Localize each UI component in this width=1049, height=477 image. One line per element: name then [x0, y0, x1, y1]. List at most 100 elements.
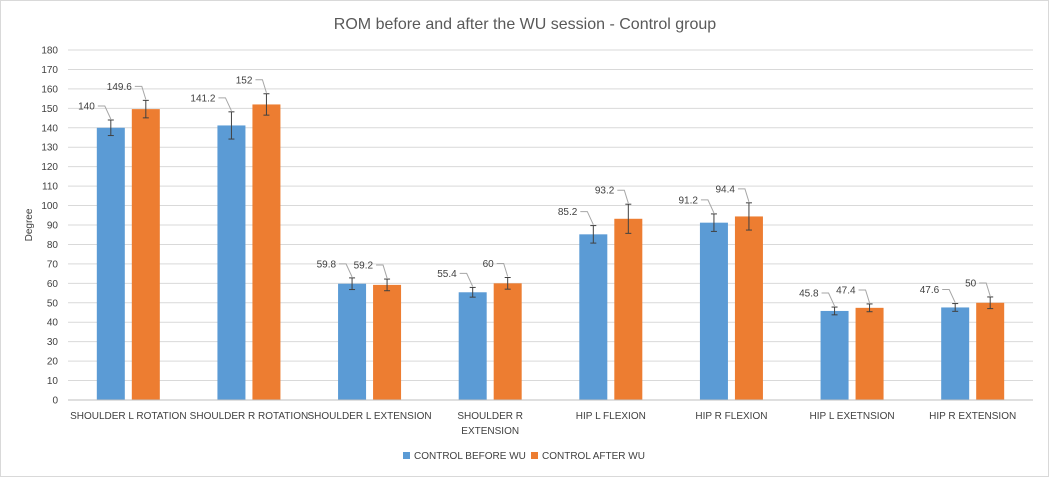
data-label: 47.4 [836, 285, 856, 296]
data-label: 55.4 [437, 269, 457, 280]
data-label-leader [858, 289, 871, 304]
data-label-leader [496, 263, 509, 277]
data-label-leader [339, 263, 353, 278]
data-label: 60 [483, 259, 495, 270]
error-bar [228, 111, 235, 140]
error-bar [469, 286, 476, 298]
category-label: SHOULDER L ROTATION [70, 411, 187, 422]
data-label: 50 [965, 278, 977, 289]
data-labels: 140 149.6 141.2 152 59.8 59.2 55.4 60 85.2 93.2 91… [78, 75, 991, 307]
error-bar [831, 306, 838, 316]
bar-after [976, 302, 1005, 400]
data-label: 85.2 [558, 207, 578, 218]
data-label-leader [97, 105, 112, 120]
category-label: HIP R FLEXION [695, 411, 767, 422]
bar-before [458, 292, 487, 400]
legend-swatch [531, 452, 538, 459]
error-bar [263, 93, 270, 116]
error-bar [625, 203, 632, 234]
x-axis-categories: SHOULDER L ROTATION SHOULDER R ROTATION SH… [70, 411, 1016, 437]
y-tick-label: 100 [41, 201, 58, 212]
data-label: 149.6 [107, 82, 132, 93]
data-label-leader [617, 189, 629, 204]
y-tick-label: 60 [47, 279, 59, 290]
legend: CONTROL BEFORE WU CONTROL AFTER WU [403, 451, 645, 462]
data-label-leader [580, 211, 594, 225]
data-label-leader [979, 282, 991, 297]
y-tick-label: 80 [47, 240, 59, 251]
bar-after [855, 307, 884, 400]
y-tick-label: 10 [47, 376, 59, 387]
y-tick-label: 30 [47, 337, 59, 348]
bar-before [217, 125, 246, 400]
error-bar [745, 202, 752, 231]
y-tick-label: 170 [41, 65, 58, 76]
data-label: 91.2 [678, 195, 698, 206]
chart-title: ROM before and after the WU session - Co… [334, 16, 716, 33]
bar-before [579, 234, 608, 400]
data-label-leader [376, 264, 388, 279]
bar-after [614, 218, 643, 400]
category-label: HIP L EXETNSION [810, 411, 895, 422]
y-tick-label: 90 [47, 221, 59, 232]
data-label: 93.2 [595, 186, 615, 197]
category-label: SHOULDER R ROTATION [190, 411, 309, 422]
bars [96, 104, 1005, 401]
y-tick-label: 120 [41, 162, 58, 173]
legend-label: CONTROL AFTER WU [542, 451, 645, 462]
bar-before [96, 127, 125, 401]
bar-after [252, 104, 281, 400]
bar-after [373, 284, 402, 400]
y-tick-label: 50 [47, 298, 59, 309]
y-tick-label: 180 [41, 46, 58, 57]
error-bars [107, 93, 994, 316]
error-bar [710, 213, 717, 232]
y-axis-ticks: 0 10 20 30 40 50 60 70 80 90 100 110 120 130 140 150 160… [41, 46, 58, 407]
data-label-leader [700, 199, 715, 214]
data-label: 59.2 [354, 261, 374, 272]
error-bar [590, 225, 597, 244]
data-label: 94.4 [715, 184, 735, 195]
y-tick-label: 40 [47, 318, 59, 329]
data-label: 140 [78, 102, 95, 113]
category-label: HIP R EXTENSION [929, 411, 1016, 422]
y-axis-label: Degree [24, 208, 35, 241]
data-label-leader [134, 85, 147, 100]
data-label: 152 [236, 75, 253, 86]
data-label-leader [255, 79, 267, 93]
data-label-leader [218, 97, 232, 112]
data-label: 47.6 [920, 285, 940, 296]
bar-after [131, 109, 160, 400]
data-label-leader [942, 289, 956, 303]
y-tick-label: 160 [41, 84, 58, 95]
y-tick-label: 110 [42, 182, 58, 193]
category-label: HIP L FLEXION [576, 411, 646, 422]
bar-after [493, 283, 522, 400]
error-bar [504, 277, 511, 290]
error-bar [107, 119, 114, 137]
y-tick-label: 130 [41, 143, 58, 154]
legend-swatch [403, 452, 410, 459]
error-bar [866, 303, 873, 313]
category-label: SHOULDER L EXTENSION [308, 411, 432, 422]
data-label: 141.2 [190, 93, 215, 104]
bar-after [734, 216, 763, 400]
y-tick-label: 0 [52, 396, 58, 407]
y-tick-label: 70 [47, 259, 59, 270]
legend-label: CONTROL BEFORE WU [414, 451, 526, 462]
error-bar [349, 277, 356, 291]
bar-before [941, 307, 970, 400]
category-label: EXTENSION [461, 426, 519, 437]
bar-before [699, 222, 728, 400]
y-tick-label: 140 [41, 123, 58, 134]
error-bar [952, 303, 959, 312]
data-label-leader [821, 292, 836, 307]
y-tick-label: 20 [47, 357, 59, 368]
data-label: 59.8 [317, 259, 337, 270]
bar-before [820, 310, 849, 400]
data-label-leader [737, 188, 750, 202]
bar-before [338, 283, 367, 400]
y-tick-label: 150 [41, 104, 58, 115]
